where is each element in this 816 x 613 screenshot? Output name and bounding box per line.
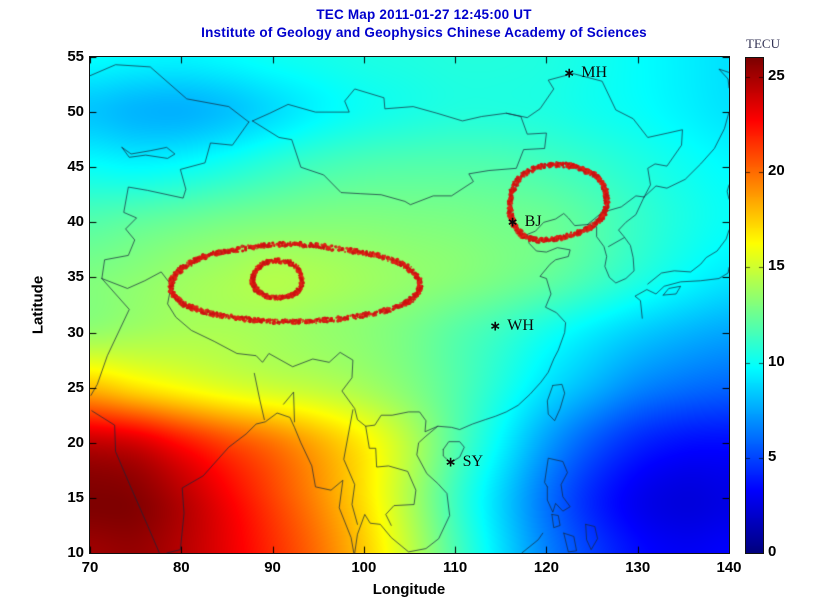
colorbar-tick-label-0: 0 bbox=[768, 543, 777, 560]
x-axis-label: Longitude bbox=[372, 581, 446, 598]
page-title: TEC Map 2011-01-27 12:45:00 UT bbox=[316, 7, 532, 22]
x-tick-label-120: 120 bbox=[533, 559, 559, 576]
y-tick-label-45: 45 bbox=[67, 158, 84, 176]
station-marker-icon: ∗ bbox=[563, 64, 576, 81]
station-label: MH bbox=[581, 63, 608, 81]
colorbar-label: TECU bbox=[746, 36, 780, 51]
stations-layer: ∗ MH ∗ BJ ∗ WH ∗ SY bbox=[90, 57, 729, 553]
colorbar-tick-label-25: 25 bbox=[768, 67, 785, 85]
y-tick-label-50: 50 bbox=[67, 103, 84, 121]
x-tick-label-80: 80 bbox=[172, 559, 190, 576]
y-tick-label-55: 55 bbox=[67, 48, 84, 65]
x-tick-label-90: 90 bbox=[264, 559, 281, 576]
x-tick-label-100: 100 bbox=[351, 559, 377, 576]
y-axis-label: Latitude bbox=[29, 275, 47, 335]
station-marker-icon: ∗ bbox=[444, 453, 457, 470]
x-tick-label-110: 110 bbox=[443, 559, 468, 576]
colorbar bbox=[745, 57, 764, 554]
station-label: WH bbox=[507, 317, 534, 335]
y-tick-label-30: 30 bbox=[67, 323, 84, 341]
colorbar-tick-label-20: 20 bbox=[768, 162, 785, 180]
y-tick-label-40: 40 bbox=[67, 213, 84, 231]
y-tick-label-15: 15 bbox=[67, 488, 84, 506]
station-label: SY bbox=[462, 452, 484, 470]
y-tick-label-10: 10 bbox=[67, 544, 84, 561]
plot-frame: ∗ MH ∗ BJ ∗ WH ∗ SY bbox=[89, 56, 730, 554]
y-tick-label-20: 20 bbox=[67, 433, 84, 451]
colorbar-tick-label-15: 15 bbox=[768, 257, 785, 275]
tec-heatmap-canvas bbox=[90, 57, 729, 553]
station-label: BJ bbox=[524, 213, 542, 231]
colorbar-tick-label-10: 10 bbox=[768, 352, 785, 370]
station-marker-icon: ∗ bbox=[506, 214, 519, 231]
x-tick-label-70: 70 bbox=[81, 559, 99, 576]
station-marker-icon: ∗ bbox=[489, 318, 502, 335]
colorbar-tick-label-5: 5 bbox=[768, 447, 777, 465]
page-subtitle: Institute of Geology and Geophysics Chin… bbox=[201, 25, 647, 40]
y-tick-label-25: 25 bbox=[67, 378, 84, 396]
x-tick-label-140: 140 bbox=[716, 559, 742, 576]
y-tick-label-35: 35 bbox=[67, 268, 84, 286]
x-tick-label-130: 130 bbox=[625, 559, 651, 576]
